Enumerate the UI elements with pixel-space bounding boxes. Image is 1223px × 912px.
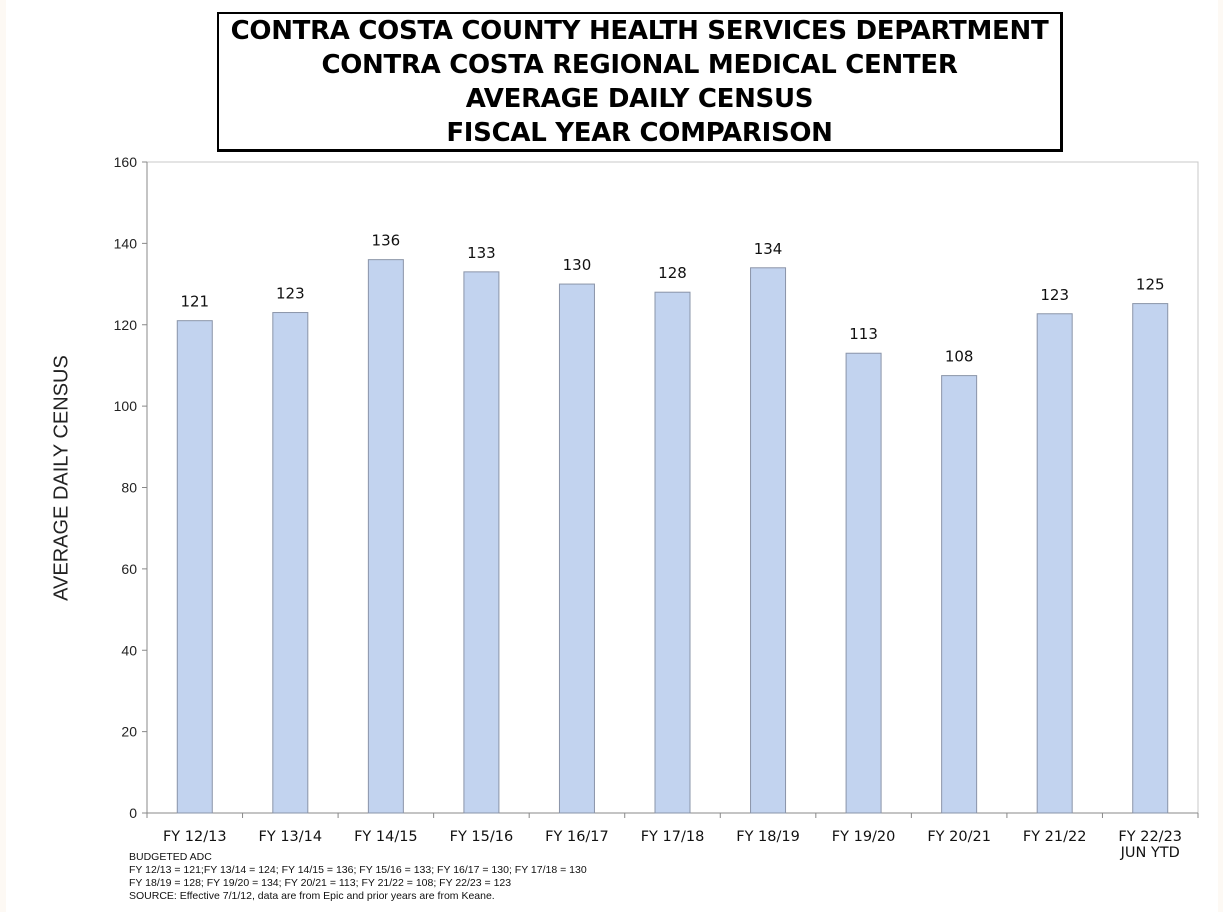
y-tick-label: 80: [121, 480, 137, 496]
data-label: 123: [1040, 286, 1069, 304]
data-label: 128: [658, 264, 687, 282]
data-label: 125: [1136, 276, 1165, 294]
bar: [1132, 303, 1169, 814]
chart-title-box: CONTRA COSTA COUNTY HEALTH SERVICES DEPA…: [217, 12, 1063, 152]
data-label: 136: [372, 232, 401, 250]
title-line-1: CONTRA COSTA COUNTY HEALTH SERVICES DEPA…: [230, 15, 1049, 46]
y-axis-label: AVERAGE DAILY CENSUS: [50, 355, 73, 601]
x-tick-label: FY 16/17: [545, 829, 609, 845]
y-tick-label: 160: [114, 154, 138, 170]
y-tick-label: 100: [114, 398, 138, 414]
x-tick-label: FY 17/18: [641, 829, 705, 845]
x-tick-label: FY 12/13: [163, 829, 227, 845]
x-tick-label: FY 20/21: [927, 829, 991, 845]
data-label: 123: [276, 285, 305, 303]
data-label: 121: [180, 293, 209, 311]
y-tick-label: 0: [129, 805, 137, 821]
y-tick-label: 60: [121, 561, 137, 577]
data-label: 113: [849, 325, 878, 343]
x-tick-label: FY 13/14: [259, 829, 323, 845]
bar: [272, 312, 309, 814]
y-tick-label: 20: [121, 724, 137, 740]
title-line-3: AVERAGE DAILY CENSUS: [465, 83, 814, 114]
x-tick-label: FY 19/20: [832, 829, 896, 845]
x-tick-label: FY 21/22: [1023, 829, 1087, 845]
x-tick-label: JUN YTD: [1120, 845, 1180, 861]
bar: [367, 259, 404, 814]
footnote-heading: BUDGETED ADC: [129, 851, 212, 863]
y-tick-label: 140: [114, 235, 138, 251]
x-tick-label: FY 14/15: [354, 829, 418, 845]
bar: [845, 352, 882, 814]
x-tick-label: FY 22/23: [1118, 829, 1182, 845]
data-label: 134: [754, 240, 783, 258]
x-tick-label: FY 18/19: [736, 829, 800, 845]
footnote-line-1: FY 12/13 = 121;FY 13/14 = 124; FY 14/15 …: [129, 864, 587, 876]
footnote-line-3: SOURCE: Effective 7/1/12, data are from …: [129, 890, 495, 902]
y-tick-label: 120: [114, 317, 138, 333]
data-label: 108: [945, 348, 974, 366]
footnote-line-2: FY 18/19 = 128; FY 19/20 = 134; FY 20/21…: [129, 877, 512, 889]
bar: [654, 291, 691, 814]
footnote: BUDGETED ADC FY 12/13 = 121;FY 13/14 = 1…: [129, 851, 587, 903]
bar: [750, 267, 787, 814]
y-tick-label: 40: [121, 642, 137, 658]
title-line-4: FISCAL YEAR COMPARISON: [446, 117, 833, 148]
bar: [463, 271, 500, 814]
bar: [941, 375, 978, 814]
bar: [1036, 313, 1073, 814]
data-label: 133: [467, 244, 496, 262]
x-tick-label: FY 15/16: [450, 829, 514, 845]
data-label: 130: [563, 256, 592, 274]
bar: [176, 320, 213, 814]
bar: [558, 283, 595, 814]
title-line-2: CONTRA COSTA REGIONAL MEDICAL CENTER: [321, 49, 958, 80]
